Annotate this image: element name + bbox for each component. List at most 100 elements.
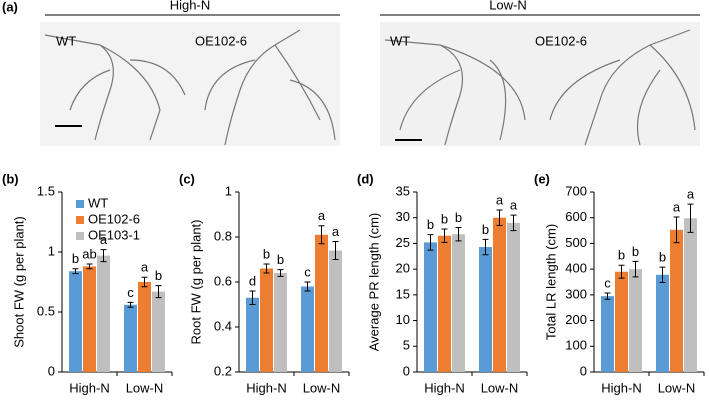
plant-label: OE102-6 [195, 33, 247, 48]
y-axis-label: Total LR length (cm) [543, 224, 558, 340]
y-tick-label: 600 [565, 209, 587, 224]
significance-letter: b [455, 210, 462, 225]
significance-letter: b [632, 244, 639, 259]
bar [507, 222, 520, 372]
bar [424, 242, 437, 372]
significance-letter: b [427, 217, 434, 232]
y-tick-label: 25 [396, 235, 410, 250]
y-tick-label: 0 [48, 363, 55, 378]
y-tick-label: 10 [396, 312, 410, 327]
significance-letter: a [100, 232, 108, 247]
panel-a: (a) High-N Low-N WT OE102-6 WT OE102-6 [2, 0, 700, 146]
error-bar [318, 225, 325, 245]
significance-letter: b [263, 246, 270, 261]
significance-letter: b [277, 252, 284, 267]
significance-letter: c [604, 275, 611, 290]
y-tick-label: 100 [565, 338, 587, 353]
bar [97, 255, 110, 372]
error-bar [673, 216, 680, 244]
y-axis-label: Average PR length (cm) [366, 213, 381, 352]
y-tick-label: 30 [396, 209, 410, 224]
plant-label: WT [390, 33, 410, 48]
error-bar [604, 292, 611, 300]
x-tick-label: High-N [601, 380, 641, 395]
y-tick-label: 0.2 [214, 363, 232, 378]
error-bar [332, 241, 339, 260]
panel-label: (d) [357, 171, 374, 186]
x-tick-label: Low-N [126, 380, 164, 395]
legend-swatch [76, 200, 84, 208]
x-tick-label: Low-N [658, 380, 696, 395]
significance-letter: c [304, 264, 311, 279]
error-bar [618, 264, 625, 279]
error-bar [249, 290, 256, 305]
y-tick-label: 400 [565, 261, 587, 276]
legend-label: OE102-6 [88, 211, 140, 226]
bar [670, 229, 683, 372]
error-bar [277, 269, 284, 277]
y-tick-label: 1.5 [37, 183, 55, 198]
significance-letter: a [673, 199, 681, 214]
significance-letter: c [127, 285, 134, 300]
y-tick-label: 5 [403, 338, 410, 353]
bar [601, 296, 614, 372]
bar [138, 282, 151, 372]
error-bar [687, 203, 694, 233]
legend-label: OE103-1 [88, 227, 140, 242]
group-title: High-N [170, 0, 210, 12]
error-bar [72, 268, 79, 275]
bar [301, 286, 314, 372]
error-bar [632, 260, 639, 278]
bar [684, 218, 697, 372]
bar [274, 273, 287, 372]
y-tick-label: 1 [225, 183, 232, 198]
legend-swatch [76, 232, 84, 240]
bar [152, 291, 165, 372]
significance-letter: b [72, 251, 79, 266]
significance-letter: b [482, 222, 489, 237]
error-bar [100, 249, 107, 263]
significance-letter: a [510, 198, 518, 213]
bar [124, 304, 137, 372]
y-tick-label: 35 [396, 183, 410, 198]
y-tick-label: 0.6 [214, 273, 232, 288]
error-bar [127, 301, 134, 308]
x-tick-label: High-N [246, 380, 286, 395]
bar [260, 268, 273, 372]
significance-letter: b [618, 248, 625, 263]
bar [315, 234, 328, 372]
y-tick-label: 700 [565, 183, 587, 198]
y-tick-label: 1 [48, 243, 55, 258]
significance-letter: ab [82, 246, 96, 261]
panel-label: (e) [534, 171, 550, 186]
error-bar [141, 276, 148, 288]
error-bar [482, 238, 489, 256]
significance-letter: d [249, 273, 256, 288]
significance-letter: b [155, 268, 162, 283]
bar [69, 271, 82, 372]
panel-label: (a) [2, 0, 18, 14]
bar [246, 297, 259, 372]
x-tick-label: High-N [69, 380, 109, 395]
y-tick-label: 20 [396, 261, 410, 276]
error-bar [304, 281, 311, 292]
y-tick-label: 500 [565, 235, 587, 250]
error-bar [510, 214, 517, 232]
error-bar [155, 285, 162, 299]
error-bar [263, 263, 270, 274]
y-tick-label: 0 [580, 363, 587, 378]
y-tick-label: 0.8 [214, 228, 232, 243]
y-axis-label: Root FW (g per plant) [188, 220, 203, 345]
y-axis-label: Shoot FW (g per plant) [11, 216, 26, 348]
significance-letter: b [441, 211, 448, 226]
error-bar [455, 226, 462, 242]
significance-letter: a [496, 192, 504, 207]
y-tick-label: 0 [403, 363, 410, 378]
y-tick-label: 0.4 [214, 318, 232, 333]
panel-label: (c) [179, 171, 195, 186]
error-bar [659, 266, 666, 284]
significance-letter: a [141, 260, 149, 275]
significance-letter: a [318, 208, 326, 223]
x-tick-label: Low-N [303, 380, 341, 395]
